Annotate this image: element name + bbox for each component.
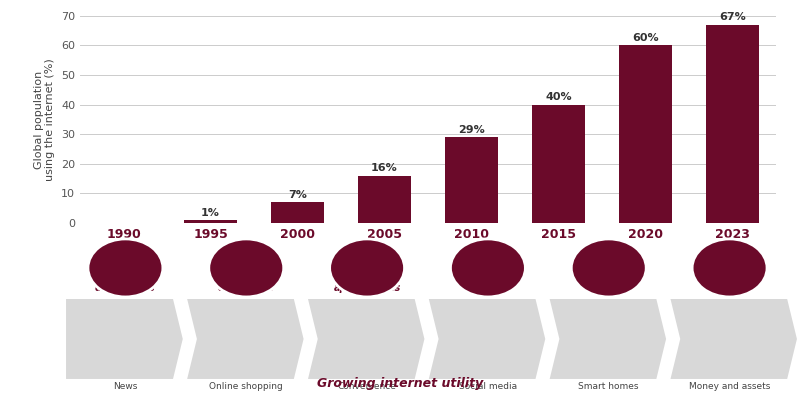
Text: 7%: 7% <box>288 190 307 200</box>
Polygon shape <box>548 298 667 380</box>
Ellipse shape <box>330 239 405 297</box>
Polygon shape <box>669 298 798 380</box>
Text: Internet of
documents: Internet of documents <box>95 271 156 293</box>
Polygon shape <box>186 298 305 380</box>
Polygon shape <box>306 298 426 380</box>
Text: Internet of
people: Internet of people <box>458 271 518 293</box>
Bar <box>184 220 237 223</box>
Ellipse shape <box>450 239 526 297</box>
Text: 1%: 1% <box>201 208 220 218</box>
Text: News: News <box>114 382 138 391</box>
Bar <box>533 105 585 223</box>
Text: 16%: 16% <box>371 163 398 173</box>
Text: 29%: 29% <box>458 125 485 135</box>
Text: Internet of
things: Internet of things <box>579 271 638 293</box>
Bar <box>706 25 758 223</box>
Bar <box>271 202 323 223</box>
Polygon shape <box>427 298 546 380</box>
Text: 40%: 40% <box>545 92 572 102</box>
Text: Smart homes: Smart homes <box>578 382 639 391</box>
Text: Social media: Social media <box>459 382 517 391</box>
Text: 60%: 60% <box>632 33 659 43</box>
Ellipse shape <box>209 239 284 297</box>
Polygon shape <box>65 298 184 380</box>
Text: Growing internet utility: Growing internet utility <box>317 377 483 390</box>
Text: 67%: 67% <box>719 12 746 22</box>
Text: Convenience: Convenience <box>338 382 397 391</box>
Bar <box>358 176 410 223</box>
Text: Internet of
commerce: Internet of commerce <box>217 271 276 293</box>
Ellipse shape <box>571 239 646 297</box>
Text: Online shopping: Online shopping <box>210 382 283 391</box>
Ellipse shape <box>88 239 163 297</box>
Text: Internet of
value: Internet of value <box>700 271 759 293</box>
Y-axis label: Global population
using the internet (%): Global population using the internet (%) <box>34 58 55 181</box>
Bar <box>446 137 498 223</box>
Text: Internet of
applications: Internet of applications <box>334 271 401 293</box>
Text: Money and assets: Money and assets <box>689 382 770 391</box>
Bar <box>619 45 672 223</box>
Ellipse shape <box>692 239 767 297</box>
